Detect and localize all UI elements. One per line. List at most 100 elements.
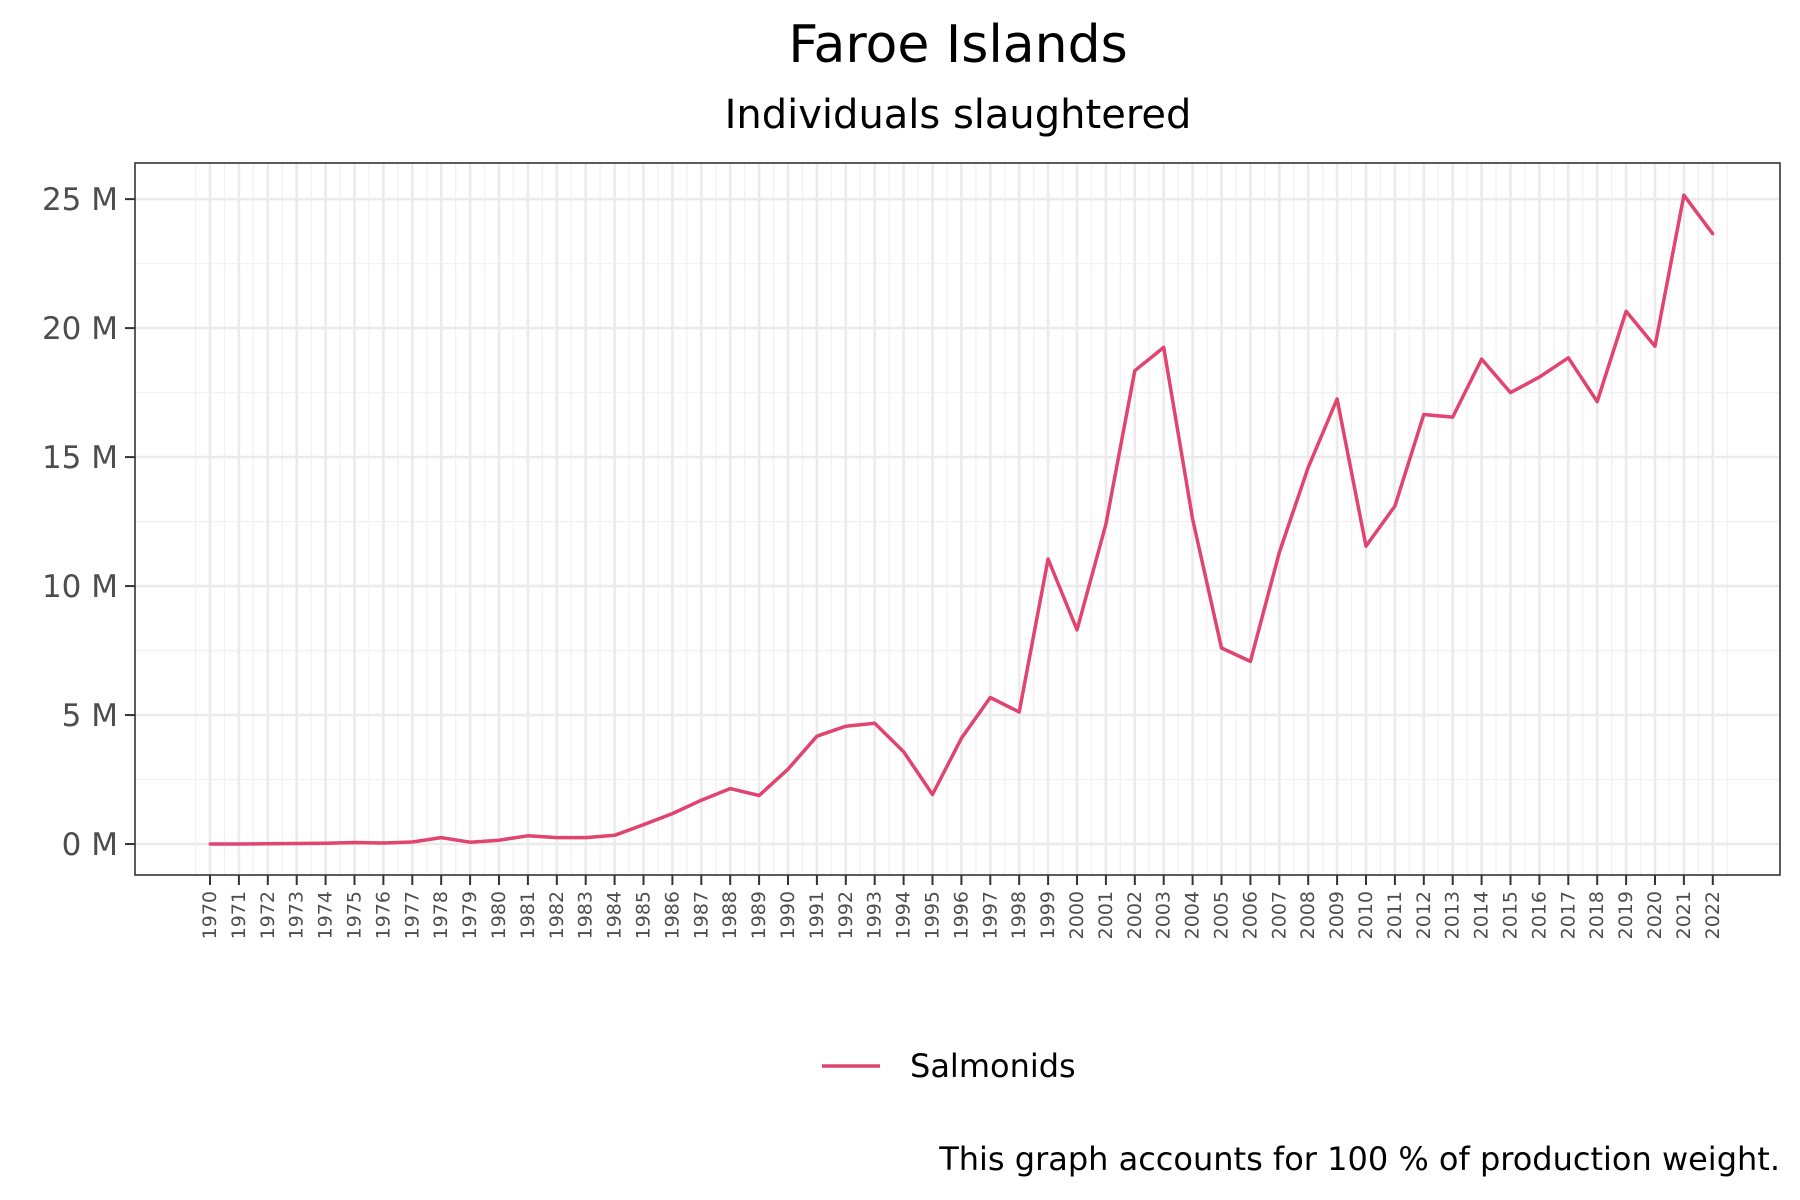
- data-point: [208, 842, 212, 846]
- data-point: [439, 836, 443, 840]
- data-point: [1509, 391, 1512, 395]
- x-tick-label: 1999: [1037, 891, 1059, 939]
- data-point: [555, 836, 559, 840]
- data-point: [295, 842, 299, 845]
- x-tick-label: 1992: [835, 891, 857, 939]
- x-tick-label: 1983: [575, 891, 597, 939]
- legend-label-salmonids: Salmonids: [910, 1047, 1076, 1085]
- data-point: [757, 794, 761, 797]
- data-point: [1537, 375, 1541, 379]
- x-tick-label: 2018: [1586, 891, 1608, 939]
- x-tick-label: 1984: [604, 891, 626, 939]
- data-point: [1711, 232, 1715, 236]
- x-tick-label: 1979: [459, 891, 481, 939]
- x-tick-label: 1985: [633, 891, 655, 939]
- data-point: [815, 734, 819, 738]
- data-point: [1075, 628, 1079, 632]
- data-point: [902, 750, 906, 754]
- chart-subtitle: Individuals slaughtered: [725, 92, 1192, 138]
- data-point: [670, 812, 674, 816]
- x-tick-label: 1993: [864, 891, 886, 939]
- chart-title: Faroe Islands: [788, 15, 1127, 75]
- data-point: [1248, 659, 1252, 663]
- x-tick-label: 2014: [1471, 891, 1493, 939]
- y-tick-label: 20 M: [42, 311, 118, 347]
- x-tick-label: 1978: [430, 891, 452, 939]
- x-tick-label: 1977: [401, 891, 423, 939]
- grid: [135, 163, 1780, 875]
- data-point: [931, 793, 934, 796]
- data-point: [1104, 522, 1108, 526]
- x-tick-label: 2022: [1702, 891, 1724, 939]
- x-tick-label: 2016: [1528, 891, 1550, 939]
- data-point: [1566, 356, 1570, 360]
- x-tick-label: 1974: [315, 891, 337, 939]
- x-tick-label: 2017: [1557, 891, 1579, 939]
- x-tick-label: 1982: [546, 891, 568, 939]
- data-point: [1451, 415, 1455, 419]
- x-tick-label: 2000: [1066, 891, 1088, 939]
- x-tick-label: 2021: [1673, 891, 1695, 939]
- x-tick-label: 2012: [1413, 891, 1435, 939]
- data-point: [699, 798, 703, 802]
- x-tick-label: 1981: [517, 891, 539, 939]
- data-point: [873, 721, 877, 725]
- data-point: [1364, 544, 1368, 548]
- x-tick-label: 2003: [1153, 891, 1175, 939]
- x-tick-label: 1971: [228, 891, 250, 939]
- x-axis: 1970 1971 1972 1973 1974 1975 1976 1977 1978 1979…: [199, 875, 1724, 939]
- data-point: [1335, 397, 1339, 401]
- data-point: [410, 840, 414, 844]
- x-tick-label: 1987: [690, 891, 712, 939]
- data-point: [1277, 551, 1281, 554]
- data-point: [1133, 369, 1137, 373]
- x-tick-label: 1975: [344, 891, 366, 939]
- data-point: [613, 833, 617, 837]
- x-tick-label: 2005: [1211, 891, 1233, 939]
- data-point: [1191, 517, 1195, 521]
- x-tick-label: 2004: [1182, 891, 1204, 939]
- x-tick-label: 2008: [1297, 891, 1319, 939]
- x-tick-label: 1996: [950, 891, 972, 939]
- data-point: [237, 842, 241, 846]
- data-point: [1393, 504, 1397, 508]
- x-tick-label: 1989: [748, 891, 770, 939]
- data-point: [1046, 557, 1050, 561]
- data-point: [1306, 465, 1310, 469]
- x-tick-label: 2006: [1239, 891, 1261, 939]
- data-point: [728, 787, 732, 791]
- data-point: [353, 841, 356, 844]
- data-point: [266, 842, 270, 846]
- x-tick-label: 1972: [257, 891, 279, 939]
- x-tick-label: 1980: [488, 891, 510, 939]
- data-point: [526, 834, 530, 838]
- x-tick-label: 2002: [1124, 891, 1146, 939]
- x-tick-label: 2013: [1442, 891, 1464, 939]
- data-point: [844, 724, 848, 728]
- data-point: [1653, 344, 1657, 348]
- data-point: [584, 836, 588, 840]
- data-point: [324, 841, 328, 845]
- legend: Salmonids: [822, 1047, 1076, 1085]
- chart-caption: This graph accounts for 100 % of product…: [938, 1140, 1780, 1178]
- data-point: [1220, 646, 1223, 650]
- y-tick-label: 25 M: [42, 182, 118, 218]
- data-point: [468, 840, 472, 844]
- series-group: [208, 193, 1715, 846]
- y-axis: 0 M 5 M 10 M 15 M 20 M 25 M: [42, 182, 135, 863]
- plot-background: [135, 163, 1780, 875]
- x-tick-label: 2011: [1384, 891, 1406, 939]
- x-tick-label: 1970: [199, 891, 221, 939]
- x-tick-label: 2007: [1268, 891, 1290, 939]
- data-point: [786, 767, 790, 771]
- x-tick-label: 1990: [777, 891, 799, 939]
- data-point: [1682, 193, 1686, 197]
- x-tick-label: 1988: [719, 891, 741, 939]
- data-point: [642, 823, 645, 827]
- data-point: [1480, 357, 1484, 361]
- data-point: [381, 841, 385, 845]
- data-point: [1162, 345, 1166, 349]
- x-tick-label: 1991: [806, 891, 828, 939]
- x-tick-label: 1994: [893, 891, 915, 939]
- x-tick-label: 1986: [661, 891, 683, 939]
